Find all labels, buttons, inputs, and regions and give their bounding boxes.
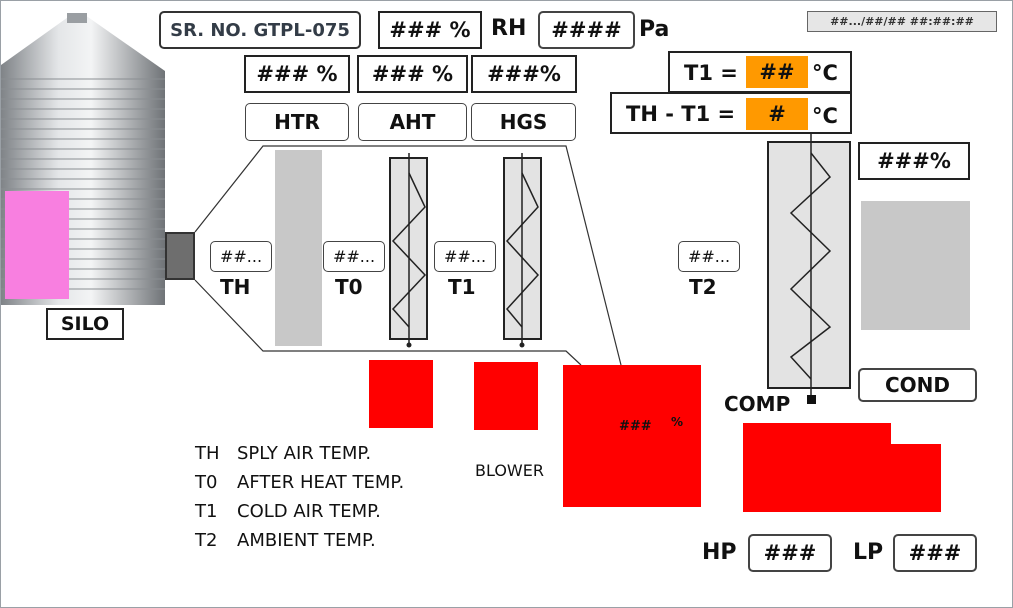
- heater-panel: [275, 150, 322, 346]
- t1-readout-value[interactable]: ##: [746, 56, 808, 88]
- t1-readout: T1 = ## °C: [668, 51, 852, 93]
- diff-readout-value[interactable]: #: [746, 98, 808, 130]
- th-value[interactable]: ##...: [210, 241, 272, 272]
- hgs-button[interactable]: HGS: [471, 103, 576, 141]
- hgs-coil: [503, 153, 542, 348]
- t2-value[interactable]: ##...: [678, 241, 740, 272]
- alarm-indicator-hgs: [474, 362, 538, 430]
- alarm-indicator-aht: [369, 360, 433, 428]
- rh-label: RH: [491, 16, 527, 41]
- htr-button[interactable]: HTR: [245, 103, 349, 141]
- legend-key: T0: [195, 472, 218, 493]
- compressor-indicator: [743, 423, 941, 512]
- t2-label: T2: [689, 275, 717, 299]
- comp-label: COMP: [724, 392, 791, 416]
- blower-value: ###: [619, 419, 652, 434]
- cond-percent[interactable]: ###%: [858, 142, 970, 180]
- legend-key: T2: [195, 530, 218, 551]
- diff-readout: TH - T1 = # °C: [610, 92, 852, 134]
- legend-item: TH SPLY AIR TEMP.: [195, 439, 404, 468]
- t1-value[interactable]: ##...: [434, 241, 496, 272]
- blower-label: BLOWER: [475, 461, 544, 480]
- legend-item: T0 AFTER HEAT TEMP.: [195, 468, 404, 497]
- serial-number: SR. NO. GTPL-075: [159, 11, 361, 49]
- hgs-percent[interactable]: ###%: [471, 55, 577, 93]
- comp-coil: [767, 133, 851, 404]
- legend-item: T1 COLD AIR TEMP.: [195, 497, 404, 526]
- rh-value[interactable]: ### %: [378, 11, 482, 49]
- aht-coil: [389, 153, 428, 348]
- aht-percent[interactable]: ### %: [357, 55, 468, 93]
- legend-key: TH: [195, 443, 220, 464]
- legend-text: AMBIENT TEMP.: [237, 530, 376, 551]
- t1-readout-prefix: T1 =: [684, 61, 738, 85]
- diff-readout-unit: °C: [812, 104, 838, 128]
- blower-indicator: ### %: [563, 365, 701, 507]
- legend-key: T1: [195, 501, 218, 522]
- silo-duct-connector: [165, 232, 195, 280]
- cond-button[interactable]: COND: [858, 368, 977, 402]
- th-label: TH: [220, 275, 251, 299]
- diff-readout-prefix: TH - T1 =: [626, 102, 736, 126]
- lp-label: LP: [853, 540, 884, 565]
- silo-label: SILO: [46, 308, 124, 340]
- legend: TH SPLY AIR TEMP. T0 AFTER HEAT TEMP. T1 CO…: [195, 439, 404, 555]
- hp-value[interactable]: ###: [748, 534, 832, 572]
- silo-grain-level: [5, 191, 69, 299]
- hp-label: HP: [702, 540, 737, 565]
- t1-label: T1: [448, 275, 476, 299]
- t1-readout-unit: °C: [812, 61, 838, 85]
- t0-label: T0: [335, 275, 363, 299]
- pa-label: Pa: [639, 17, 670, 42]
- t0-value[interactable]: ##...: [323, 241, 385, 272]
- lp-value[interactable]: ###: [893, 534, 977, 572]
- date-time-display: ##.../##/## ##:##:##: [807, 11, 997, 32]
- aht-button[interactable]: AHT: [358, 103, 467, 141]
- blower-unit: %: [671, 415, 684, 429]
- legend-text: AFTER HEAT TEMP.: [237, 472, 405, 493]
- legend-text: COLD AIR TEMP.: [237, 501, 381, 522]
- htr-percent[interactable]: ### %: [244, 55, 350, 93]
- condenser-panel: [861, 201, 970, 330]
- pa-value[interactable]: ####: [538, 11, 635, 49]
- legend-text: SPLY AIR TEMP.: [237, 443, 372, 464]
- legend-item: T2 AMBIENT TEMP.: [195, 526, 404, 555]
